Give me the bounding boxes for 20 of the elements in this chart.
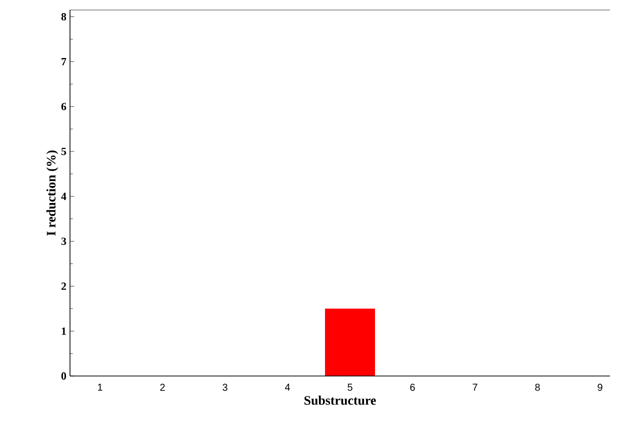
x-tick-label: 5 [348, 384, 352, 391]
x-tick-label: 7 [472, 384, 478, 391]
y-axis-title: I reduction (%) [46, 150, 58, 236]
y-tick-label: 6 [61, 102, 66, 110]
y-tick-label: 1 [62, 327, 66, 335]
y-tick-label: 0 [61, 372, 66, 380]
x-tick-label: 4 [284, 384, 290, 391]
x-tick-label: 2 [160, 384, 165, 391]
x-tick-label: 3 [222, 384, 228, 391]
x-tick-label: 9 [598, 384, 602, 391]
y-tick-label: 2 [61, 282, 66, 290]
x-tick-label: 8 [535, 384, 540, 391]
y-tick-label: 7 [62, 58, 66, 66]
x-tick-label: 1 [98, 384, 102, 391]
x-axis-title: Substructure [304, 396, 376, 405]
y-tick-label: 4 [61, 192, 66, 200]
x-tick-label: 6 [410, 384, 415, 391]
y-tick-label: 5 [61, 148, 66, 156]
y-tick-label: 3 [61, 238, 66, 245]
y-tick-label: 8 [61, 13, 66, 20]
